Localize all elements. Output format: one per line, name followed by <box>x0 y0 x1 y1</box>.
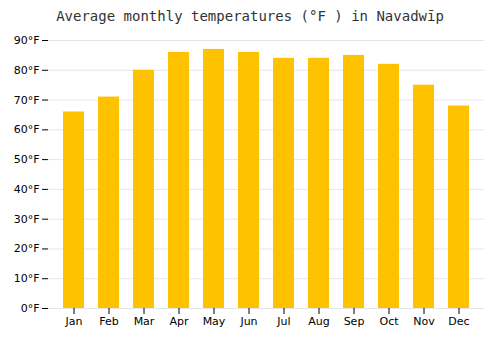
svg-text:Nov: Nov <box>413 315 435 328</box>
svg-text:Sep: Sep <box>344 315 365 328</box>
svg-text:90°F: 90°F <box>14 34 40 47</box>
svg-text:May: May <box>203 315 226 328</box>
svg-text:40°F: 40°F <box>14 183 40 196</box>
svg-text:30°F: 30°F <box>14 213 40 226</box>
svg-text:0°F: 0°F <box>21 302 40 315</box>
svg-text:20°F: 20°F <box>14 242 40 255</box>
html-text:Average monthly temperatures (: Average monthly temperatures (°F ) in Na… <box>56 8 444 24</box>
svg-text:Apr: Apr <box>169 315 189 328</box>
svg-text:Jul: Jul <box>276 315 290 328</box>
svg-text:10°F: 10°F <box>14 272 40 285</box>
svg-text:Mar: Mar <box>134 315 155 328</box>
svg-text:70°F: 70°F <box>14 94 40 107</box>
svg-text:80°F: 80°F <box>14 64 40 77</box>
svg-text:Feb: Feb <box>99 315 118 328</box>
svg-text:60°F: 60°F <box>14 123 40 136</box>
svg-text:50°F: 50°F <box>14 153 40 166</box>
svg-text:Dec: Dec <box>448 315 469 328</box>
svg-text:Aug: Aug <box>308 315 329 328</box>
svg-text:Jun: Jun <box>239 315 257 328</box>
svg-text:Jan: Jan <box>65 315 83 328</box>
svg-text:Oct: Oct <box>379 315 399 328</box>
